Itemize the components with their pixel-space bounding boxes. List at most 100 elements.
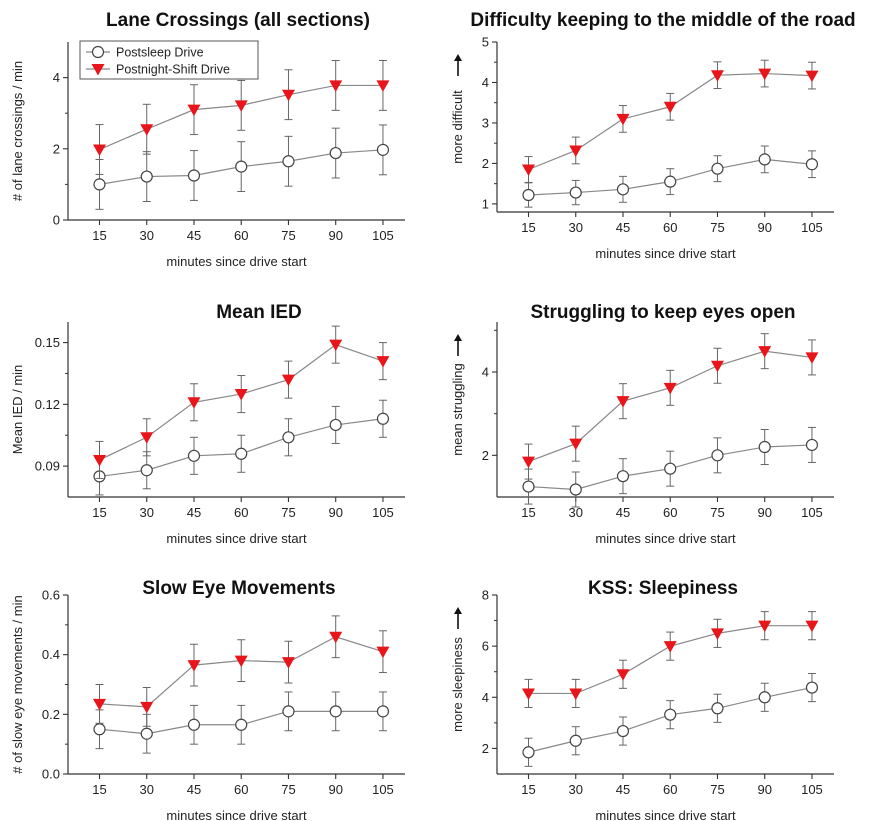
x-tick-label: 90 (757, 505, 771, 520)
data-point-triangle (758, 68, 772, 81)
y-tick-label: 2 (482, 156, 489, 171)
x-axis-label: minutes since drive start (166, 254, 307, 269)
y-tick-label: 4 (482, 365, 489, 380)
data-point-circle (758, 153, 771, 166)
data-point-circle (329, 146, 342, 160)
data-point-circle (376, 705, 390, 718)
y-tick-label: 0 (53, 213, 60, 228)
data-point-circle (711, 449, 724, 462)
data-point-circle (758, 440, 771, 454)
data-point-circle (329, 418, 342, 432)
data-point-triangle (569, 145, 583, 157)
data-point-triangle (281, 374, 295, 387)
data-point-circle (187, 718, 201, 731)
y-axis-label: Mean IED / min (10, 365, 25, 455)
data-point-circle (93, 178, 106, 191)
y-axis-label: mean struggling (450, 363, 465, 456)
x-tick-label: 60 (663, 505, 677, 520)
y-tick-label: 4 (482, 690, 489, 705)
x-tick-label: 30 (140, 228, 154, 243)
x-tick-label: 60 (663, 782, 677, 797)
y-tick-label: 5 (482, 35, 489, 50)
data-point-triangle (187, 104, 201, 117)
x-axis-label: minutes since drive start (595, 531, 736, 546)
data-point-triangle (329, 80, 343, 92)
data-point-circle (376, 143, 390, 156)
x-tick-label: 75 (710, 220, 724, 235)
y-axis-label: # of lane crossings / min (10, 61, 25, 201)
data-point-triangle (616, 113, 630, 126)
x-tick-label: 30 (140, 505, 154, 520)
x-tick-label: 75 (710, 782, 724, 797)
data-point-circle (711, 162, 724, 175)
series-postsleep (93, 124, 390, 210)
x-axis-label: minutes since drive start (595, 808, 736, 821)
data-point-triangle (92, 144, 106, 157)
x-tick-label: 90 (328, 782, 342, 797)
y-tick-label: 4 (482, 75, 489, 90)
series-postsleep (522, 426, 819, 508)
x-tick-label: 75 (281, 228, 295, 243)
y-tick-label: 0.0 (42, 767, 60, 782)
series-postnight-shift (521, 333, 819, 480)
x-tick-label: 105 (372, 228, 394, 243)
legend-label: Postnight-Shift Drive (116, 63, 230, 77)
data-point-triangle (616, 669, 630, 681)
data-point-triangle (521, 456, 535, 469)
data-point-triangle (805, 70, 819, 83)
x-tick-label: 45 (187, 505, 201, 520)
x-tick-label: 105 (801, 782, 823, 797)
data-point-triangle (140, 701, 154, 714)
up-arrow-icon (454, 334, 462, 341)
y-tick-label: 8 (482, 588, 489, 603)
y-tick-label: 0.15 (35, 335, 60, 350)
x-tick-label: 90 (757, 782, 771, 797)
y-tick-label: 6 (482, 639, 489, 654)
x-tick-label: 15 (92, 228, 106, 243)
x-tick-label: 45 (616, 505, 630, 520)
y-axis-label: more sleepiness (450, 637, 465, 732)
data-point-triangle (663, 382, 677, 395)
x-tick-label: 15 (521, 220, 535, 235)
data-point-circle (664, 175, 677, 188)
data-point-circle (522, 480, 535, 493)
y-tick-label: 2 (482, 448, 489, 463)
chart-title: Slow Eye Movements (142, 578, 335, 599)
data-point-triangle (663, 101, 677, 114)
legend-label: Postsleep Drive (116, 46, 204, 60)
chart-title: Struggling to keep eyes open (531, 302, 796, 323)
x-tick-label: 30 (569, 220, 583, 235)
data-point-circle (235, 718, 248, 731)
data-point-circle (282, 155, 295, 168)
chart-panel-1: Lane Crossings (all sections) 0 2 4 15 30 45 60… (10, 10, 405, 269)
data-point-triangle (234, 389, 248, 401)
chart-title: Lane Crossings (all sections) (106, 10, 370, 31)
x-tick-label: 60 (663, 220, 677, 235)
series-postnight-shift (92, 615, 390, 727)
data-point-circle (93, 723, 106, 736)
x-tick-label: 30 (569, 505, 583, 520)
x-tick-label: 15 (521, 782, 535, 797)
y-tick-label: 0.2 (42, 707, 60, 722)
series-postnight-shift (521, 611, 819, 709)
series-postnight-shift (521, 59, 819, 183)
x-tick-label: 75 (281, 505, 295, 520)
y-tick-label: 0.09 (35, 459, 60, 474)
data-point-circle (140, 727, 153, 740)
x-tick-label: 60 (234, 228, 248, 243)
data-point-triangle (758, 346, 772, 358)
data-point-triangle (329, 339, 343, 352)
data-point-circle (616, 470, 630, 483)
chart-panel-4: Struggling to keep eyes open 2 4 15 30 45 60 75… (450, 302, 834, 546)
chart-title: Mean IED (216, 302, 302, 323)
data-point-triangle (281, 89, 295, 102)
x-tick-label: 105 (801, 220, 823, 235)
data-point-circle (664, 462, 677, 475)
data-point-triangle (140, 124, 154, 136)
x-tick-label: 60 (234, 505, 248, 520)
x-tick-label: 90 (757, 220, 771, 235)
y-tick-label: 0.12 (35, 397, 60, 412)
data-point-triangle (376, 356, 390, 368)
data-point-triangle (187, 397, 201, 409)
